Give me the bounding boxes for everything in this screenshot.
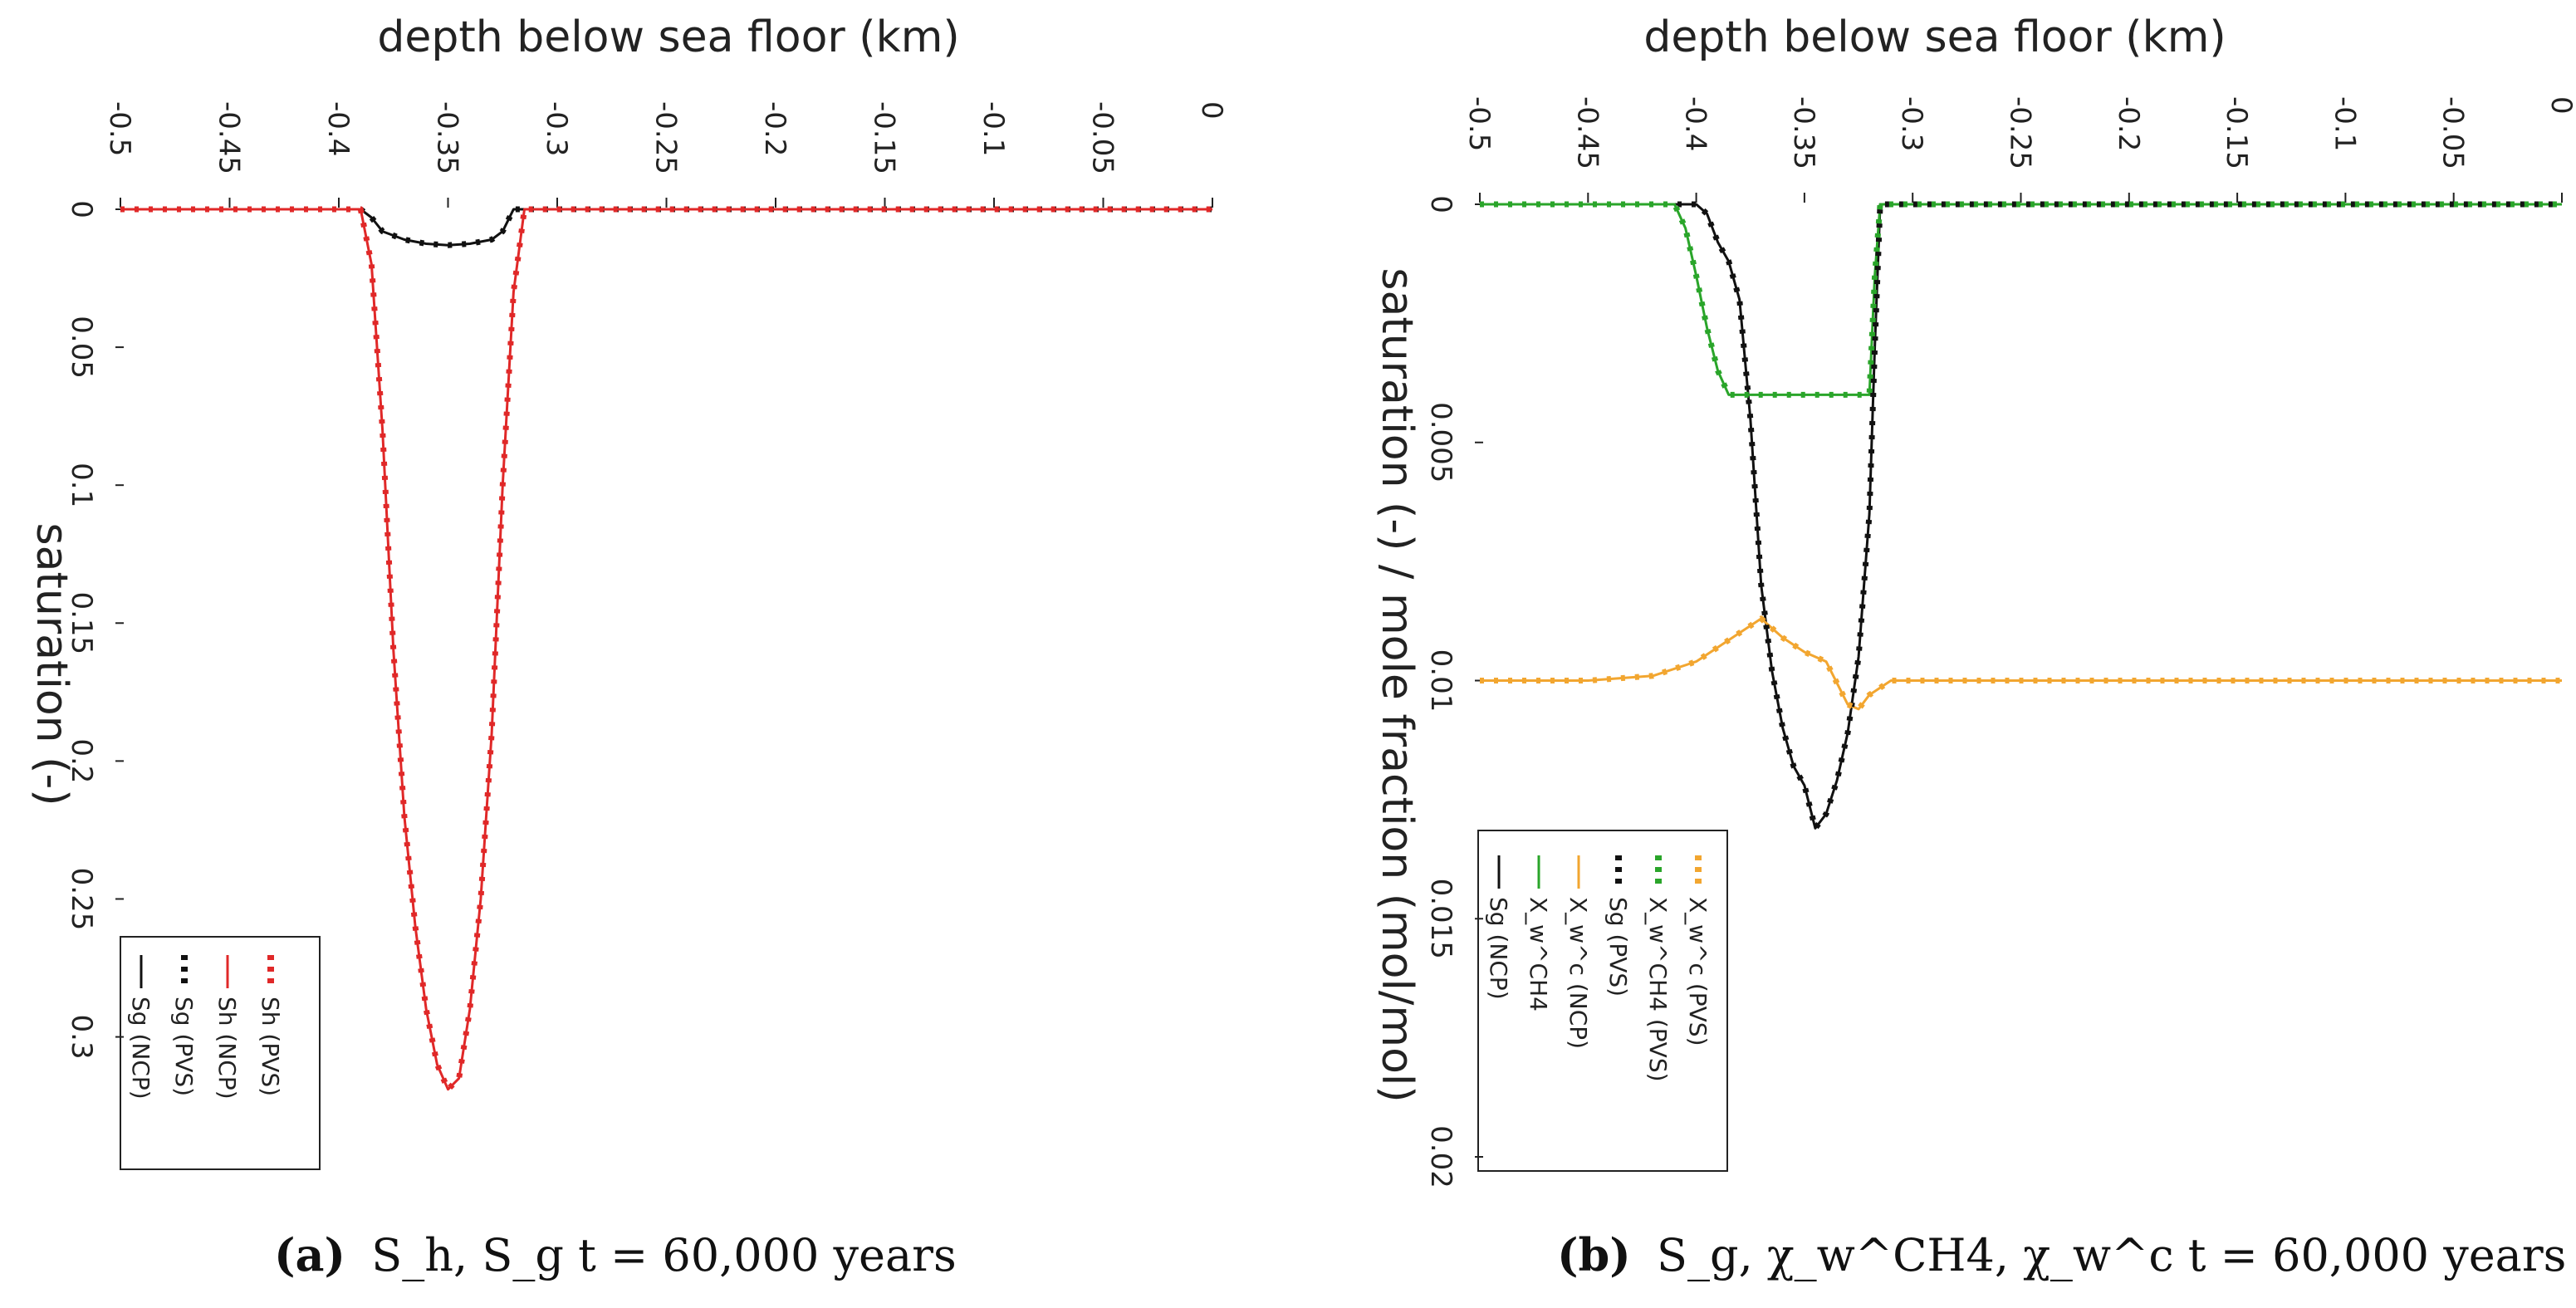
y-tick-label: 0.3 bbox=[65, 1015, 98, 1060]
legend-label: X_w^c (NCP) bbox=[1565, 897, 1592, 1049]
y-tick-label: 0.005 bbox=[1424, 402, 1457, 483]
y-tick-label: 0 bbox=[1424, 195, 1457, 213]
legend-label: Sg (NCP) bbox=[127, 997, 154, 1100]
x-tick-label: 0 bbox=[2544, 96, 2576, 115]
caption-b-text: S_g, χ_w^CH4, χ_w^c t = 60,000 years bbox=[1657, 1229, 2566, 1281]
panel-b-legend: Sg (NCP) X_w^CH4 X_w^c (NCP) Sg (PVS) X_w^CH… bbox=[1477, 830, 1728, 1172]
x-tick-label: -0.1 bbox=[2328, 96, 2361, 151]
legend-label: Sh (NCP) bbox=[213, 997, 241, 1100]
x-tick-label: -0.15 bbox=[2220, 96, 2253, 169]
panel-b-legend-box bbox=[1477, 830, 1728, 1172]
caption-a-label: (a) bbox=[274, 1228, 345, 1281]
series-line-sg-ncp- bbox=[120, 208, 1212, 247]
series-line-sh-ncp- bbox=[120, 208, 1212, 1091]
y-tick-label: 0.05 bbox=[65, 316, 98, 379]
x-tick-label: -0.3 bbox=[540, 101, 573, 156]
panel-a-y-ticks: 0 0.05 0.1 0.15 0.2 0.25 0.3 bbox=[65, 200, 124, 1060]
series-line-x-w-c-pvs- bbox=[1480, 615, 2562, 713]
y-tick-label: 0.15 bbox=[65, 591, 98, 654]
legend-label: X_w^c (PVS) bbox=[1684, 897, 1712, 1046]
series-line-sg-pvs- bbox=[1480, 201, 2562, 831]
panel-a-x-axis-title: depth below sea floor (km) bbox=[377, 12, 959, 62]
x-tick-label: -0.1 bbox=[977, 101, 1010, 156]
caption-b-label: (b) bbox=[1557, 1228, 1631, 1281]
y-tick-label: 0.015 bbox=[1424, 879, 1457, 959]
panel-b-y-axis-title: saturation (-) / mole fraction (mol/mol) bbox=[1372, 267, 1422, 1102]
x-tick-label: -0.45 bbox=[1570, 96, 1604, 169]
x-tick-label: -0.25 bbox=[649, 101, 683, 174]
svg-text:(a) S_h, S_g t = 60,000: (a) S_h, S_g t = 60,000 years bbox=[274, 1228, 957, 1281]
panel-a-legend-box bbox=[120, 936, 321, 1170]
caption-b: (b) S_g, χ_w^CH4, χ_w^c t = 60,000 years bbox=[1557, 1228, 2566, 1281]
panel-a-y-axis-title: saturation (-) bbox=[27, 522, 76, 806]
x-tick-label: -0.2 bbox=[758, 101, 791, 156]
panel-a-x-ticks: -0.5 -0.45 -0.4 -0.35 -0.3 -0.25 -0.2 -0.15 -0.1… bbox=[103, 101, 1228, 208]
panel-a-chart: depth below sea floor (km) -0.5 -0.45 -0.4… bbox=[27, 12, 1228, 1170]
legend-label: Sg (PVS) bbox=[1604, 897, 1632, 997]
panel-b-y-ticks: 0 0.005 0.01 0.015 0.02 bbox=[1424, 195, 1483, 1188]
x-tick-label: -0.5 bbox=[1462, 96, 1496, 151]
y-tick-label: 0.1 bbox=[65, 463, 98, 507]
legend-label: Sg (PVS) bbox=[170, 997, 198, 1096]
x-tick-label: -0.05 bbox=[2436, 96, 2470, 169]
x-tick-label: -0.35 bbox=[1787, 96, 1820, 169]
x-tick-label: -0.3 bbox=[1895, 96, 1928, 151]
x-tick-label: 0 bbox=[1195, 101, 1228, 120]
caption-a: (a) S_h, S_g t = 60,000 years bbox=[274, 1228, 957, 1281]
svg-text:(b) S_g, χ_w^CH4, χ_w^c: (b) S_g, χ_w^CH4, χ_w^c t = 60,000 years bbox=[1557, 1228, 2566, 1281]
y-tick-label: 0.2 bbox=[65, 738, 98, 783]
x-tick-label: -0.45 bbox=[213, 101, 246, 174]
series-line-x-w-c-ncp- bbox=[1480, 617, 2562, 711]
x-tick-label: -0.4 bbox=[1679, 96, 1712, 151]
legend-label: Sh (PVS) bbox=[257, 997, 284, 1096]
panel-a-series bbox=[120, 206, 1212, 1093]
x-tick-label: -0.35 bbox=[431, 101, 464, 174]
x-tick-label: -0.15 bbox=[868, 101, 901, 174]
y-tick-label: 0.25 bbox=[65, 868, 98, 931]
series-line-sh-pvs- bbox=[120, 206, 1212, 1093]
series-line-sg-pvs- bbox=[120, 206, 1212, 248]
x-tick-label: -0.2 bbox=[2112, 96, 2145, 151]
series-line-x-w-ch4 bbox=[1480, 203, 2562, 396]
y-tick-label: 0.02 bbox=[1424, 1125, 1457, 1188]
panel-b-x-axis-title: depth below sea floor (km) bbox=[1643, 12, 2226, 62]
x-tick-label: -0.25 bbox=[2004, 96, 2037, 169]
series-line-sg-ncp- bbox=[1480, 203, 2562, 830]
legend-label: Sg (NCP) bbox=[1485, 897, 1512, 1000]
y-tick-label: 0.01 bbox=[1424, 649, 1457, 713]
legend-label: X_w^CH4 (PVS) bbox=[1644, 897, 1672, 1082]
panel-b-x-ticks: -0.5 -0.45 -0.4 -0.35 -0.3 -0.25 -0.2 -0.15 -0.1… bbox=[1462, 96, 2576, 203]
x-tick-label: -0.05 bbox=[1086, 101, 1119, 174]
legend-label: X_w^CH4 bbox=[1525, 897, 1552, 1012]
y-tick-label: 0 bbox=[65, 200, 98, 218]
x-tick-label: -0.4 bbox=[321, 101, 355, 156]
caption-a-text: S_h, S_g t = 60,000 years bbox=[371, 1229, 956, 1281]
panel-b-series bbox=[1480, 201, 2562, 831]
series-line-x-w-ch4-pvs- bbox=[1480, 201, 2562, 398]
x-tick-label: -0.5 bbox=[103, 101, 136, 156]
panel-a-legend: Sg (NCP) Sg (PVS) Sh (NCP) Sh (PVS) bbox=[120, 936, 321, 1170]
panel-b-chart: depth below sea floor (km) -0.5 -0.45 -0.4… bbox=[1372, 12, 2576, 1188]
